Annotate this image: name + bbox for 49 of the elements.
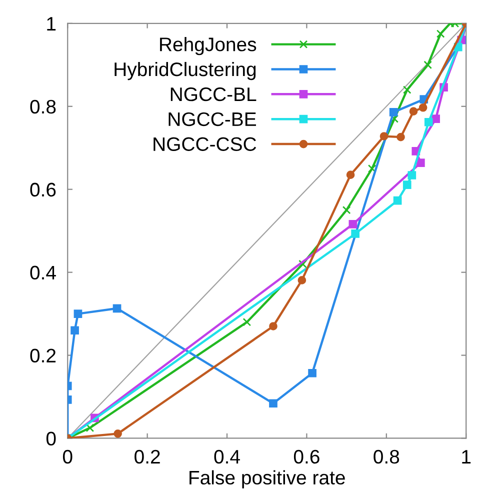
point xyxy=(402,86,412,94)
x-tick-label: 0.2 xyxy=(134,450,160,464)
point xyxy=(409,107,418,116)
point xyxy=(402,180,412,189)
point xyxy=(342,206,351,214)
legend-label: NGCC-CSC xyxy=(154,137,256,152)
point xyxy=(74,310,82,318)
point xyxy=(242,318,252,326)
point xyxy=(70,326,79,335)
point xyxy=(298,260,307,268)
point xyxy=(432,114,440,123)
y-tick-label: 1 xyxy=(47,17,56,30)
point xyxy=(114,430,122,438)
point xyxy=(390,114,399,123)
point xyxy=(380,132,388,140)
point xyxy=(416,158,425,167)
point xyxy=(436,30,445,38)
x-tick-label: 0.8 xyxy=(374,450,400,464)
point xyxy=(86,424,94,432)
y-tick-label: 0.2 xyxy=(30,348,56,363)
point xyxy=(424,118,433,126)
point xyxy=(346,170,355,179)
y-tick-label: 0.8 xyxy=(30,100,56,114)
x-tick-label: 0.4 xyxy=(214,450,240,464)
x-tick-label: 0 xyxy=(62,450,72,464)
legend-label: RehgJones xyxy=(160,37,256,56)
x-axis-title: False positive rate xyxy=(190,470,345,488)
point xyxy=(308,368,316,378)
legend-label: HybridClustering xyxy=(114,62,256,80)
point xyxy=(348,220,358,228)
point xyxy=(112,304,122,313)
y-tick-label: 0 xyxy=(46,432,56,446)
point xyxy=(269,322,278,330)
point xyxy=(424,60,432,70)
point xyxy=(368,164,376,173)
legend-label: NGCC-BE xyxy=(168,112,256,126)
y-tick-label: 0.6 xyxy=(30,182,56,197)
point xyxy=(418,103,428,112)
y-tick-label: 0.4 xyxy=(30,266,56,280)
point xyxy=(298,276,306,284)
point xyxy=(396,132,405,142)
point xyxy=(389,108,398,116)
x-tick-label: 1 xyxy=(462,450,471,464)
point xyxy=(269,399,278,408)
legend-label: NGCC-BL xyxy=(170,87,256,102)
point xyxy=(393,196,402,205)
point xyxy=(408,171,416,180)
point xyxy=(351,230,360,238)
x-tick-label: 0.6 xyxy=(294,450,320,464)
